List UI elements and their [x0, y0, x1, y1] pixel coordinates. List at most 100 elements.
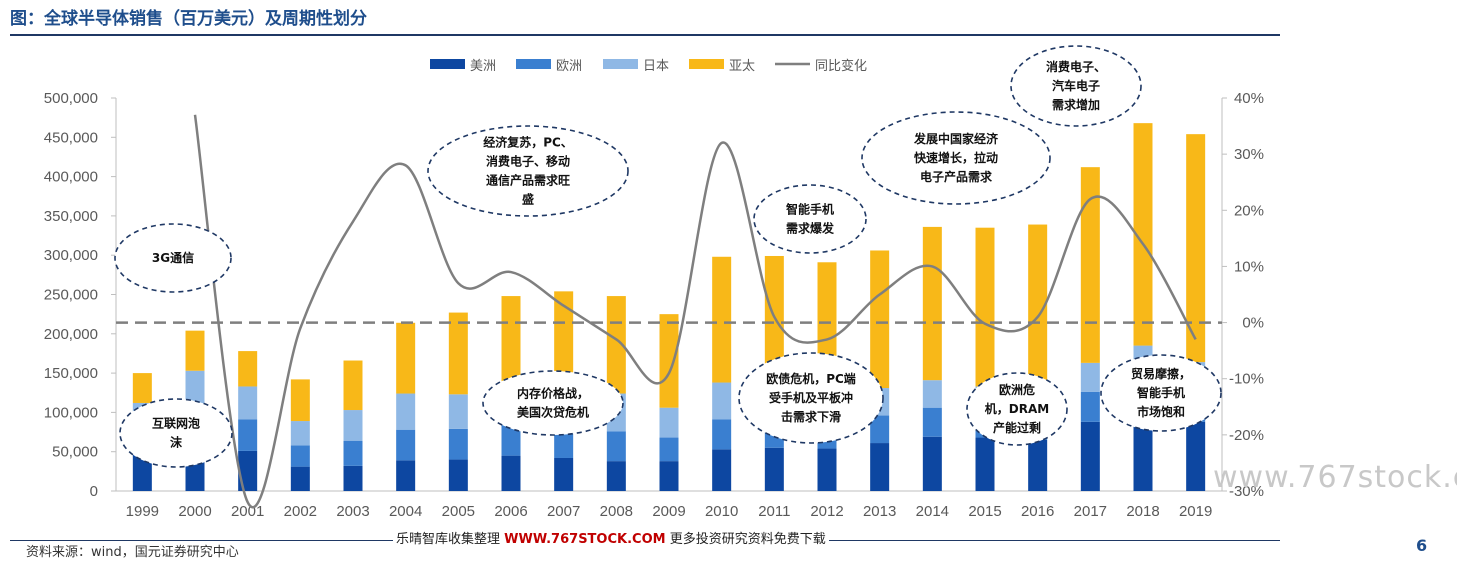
- annotation-text: 3G通信: [152, 250, 194, 265]
- left-tick-label: 300,000: [44, 247, 98, 264]
- banner-suffix: 更多投资研究资料免费下载: [669, 532, 826, 547]
- annotation-text: 盛: [522, 192, 534, 207]
- bar-segment: [185, 330, 205, 371]
- right-tick-label: 30%: [1234, 146, 1264, 163]
- bar-segment: [1028, 224, 1048, 389]
- annotation-text: 通信产品需求旺: [486, 173, 570, 188]
- annotation-text: 消费电子、移动: [486, 154, 570, 169]
- bar-segment: [1028, 439, 1048, 491]
- axes-layer: 0 50,000 100,000 150,000 200,000 250,000 300,0…: [44, 90, 1264, 520]
- x-tick-label: 2006: [494, 503, 527, 520]
- bar-segment: [290, 466, 310, 491]
- bar-segment: [448, 312, 468, 395]
- bar-segment: [922, 436, 942, 491]
- annotation-text: 快速增长，拉动: [914, 150, 998, 165]
- bar-segment: [870, 443, 890, 491]
- left-tick-label: 450,000: [44, 129, 98, 146]
- annotation-text: 受手机及平板冲: [769, 390, 853, 405]
- bar-segment: [290, 445, 310, 467]
- annotation-text: 欧洲危: [999, 382, 1035, 397]
- bar-segment: [448, 459, 468, 491]
- annotation-text: 贸易摩擦，: [1131, 366, 1191, 381]
- right-tick-label: -20%: [1229, 427, 1264, 444]
- x-tick-label: 1999: [126, 503, 159, 520]
- bar-segment: [659, 407, 679, 438]
- bar-segment: [396, 429, 416, 461]
- annotation-text: 发展中国家经济: [913, 131, 999, 146]
- bar-segment: [1080, 167, 1100, 363]
- bar-segment: [343, 440, 363, 466]
- left-tick-label: 100,000: [44, 404, 98, 421]
- right-tick-label: 10%: [1234, 258, 1264, 275]
- x-tick-label: 2018: [1126, 503, 1159, 520]
- bar-segment: [343, 465, 363, 491]
- left-tick-label: 200,000: [44, 326, 98, 343]
- x-tick-label: 2013: [863, 503, 896, 520]
- bar-segment: [659, 437, 679, 462]
- bar-segment: [238, 450, 258, 491]
- annotation-text: 产能过剩: [993, 420, 1041, 435]
- x-tick-label: 2015: [968, 503, 1001, 520]
- annotation-ellipse: [753, 184, 867, 254]
- bar-segment: [1080, 421, 1100, 491]
- bar-segment: [659, 314, 679, 408]
- bar-segment: [343, 360, 363, 411]
- x-tick-label: 2002: [284, 503, 317, 520]
- footer-banner: 乐晴智库收集整理 WWW.767STOCK.COM 更多投资研究资料免费下载: [393, 528, 829, 547]
- bar-segment: [290, 379, 310, 422]
- right-tick-label: -10%: [1229, 371, 1264, 388]
- right-tick-label: 20%: [1234, 202, 1264, 219]
- annotation-text: 沫: [170, 435, 183, 450]
- banner-site-link[interactable]: WWW.767STOCK.COM: [504, 532, 666, 547]
- bar-segment: [185, 370, 205, 407]
- bar-segment: [1186, 134, 1206, 363]
- bar-segment: [712, 382, 732, 420]
- x-tick-label: 2001: [231, 503, 264, 520]
- x-tick-label: 2016: [1021, 503, 1054, 520]
- bar-segment: [501, 296, 521, 389]
- bar-segment: [712, 419, 732, 450]
- bar-segment: [870, 415, 890, 444]
- legend-swatch: [689, 59, 724, 69]
- legend-label: 亚太: [729, 59, 755, 74]
- bar-segment: [396, 322, 416, 394]
- page-number: 6: [1416, 536, 1428, 555]
- bar-segment: [132, 373, 152, 403]
- annotation-ellipse: [1100, 354, 1222, 432]
- bar-segment: [501, 424, 521, 456]
- line-layer: [193, 114, 1197, 509]
- x-tick-label: 2012: [810, 503, 843, 520]
- bar-segment: [975, 437, 995, 491]
- annotation-ellipse: [114, 223, 232, 293]
- annotation-text: 需求爆发: [786, 221, 835, 236]
- bar-segment: [922, 226, 942, 381]
- x-tick-label: 2008: [600, 503, 633, 520]
- left-tick-label: 150,000: [44, 365, 98, 382]
- left-tick-label: 50,000: [52, 444, 98, 461]
- right-tick-label: 0%: [1242, 315, 1264, 332]
- annotation-ellipse: [861, 111, 1051, 205]
- left-tick-label: 500,000: [44, 90, 98, 107]
- yoy-change-line: [193, 114, 1197, 509]
- x-tick-label: 2000: [178, 503, 211, 520]
- annotation-bubble: 内存价格战， 美国次贷危机: [482, 370, 624, 436]
- bar-segment: [396, 393, 416, 430]
- x-tick-label: 2010: [705, 503, 738, 520]
- bar-segment: [238, 419, 258, 451]
- x-tick-label: 2004: [389, 503, 422, 520]
- annotation-text: 智能手机: [785, 202, 834, 217]
- x-tick-label: 2017: [1074, 503, 1107, 520]
- x-tick-label: 2003: [336, 503, 369, 520]
- legend-label: 同比变化: [815, 58, 867, 74]
- x-tick-label: 2011: [758, 503, 790, 520]
- bar-segment: [1080, 362, 1100, 392]
- annotation-bubble: 3G通信: [114, 223, 232, 293]
